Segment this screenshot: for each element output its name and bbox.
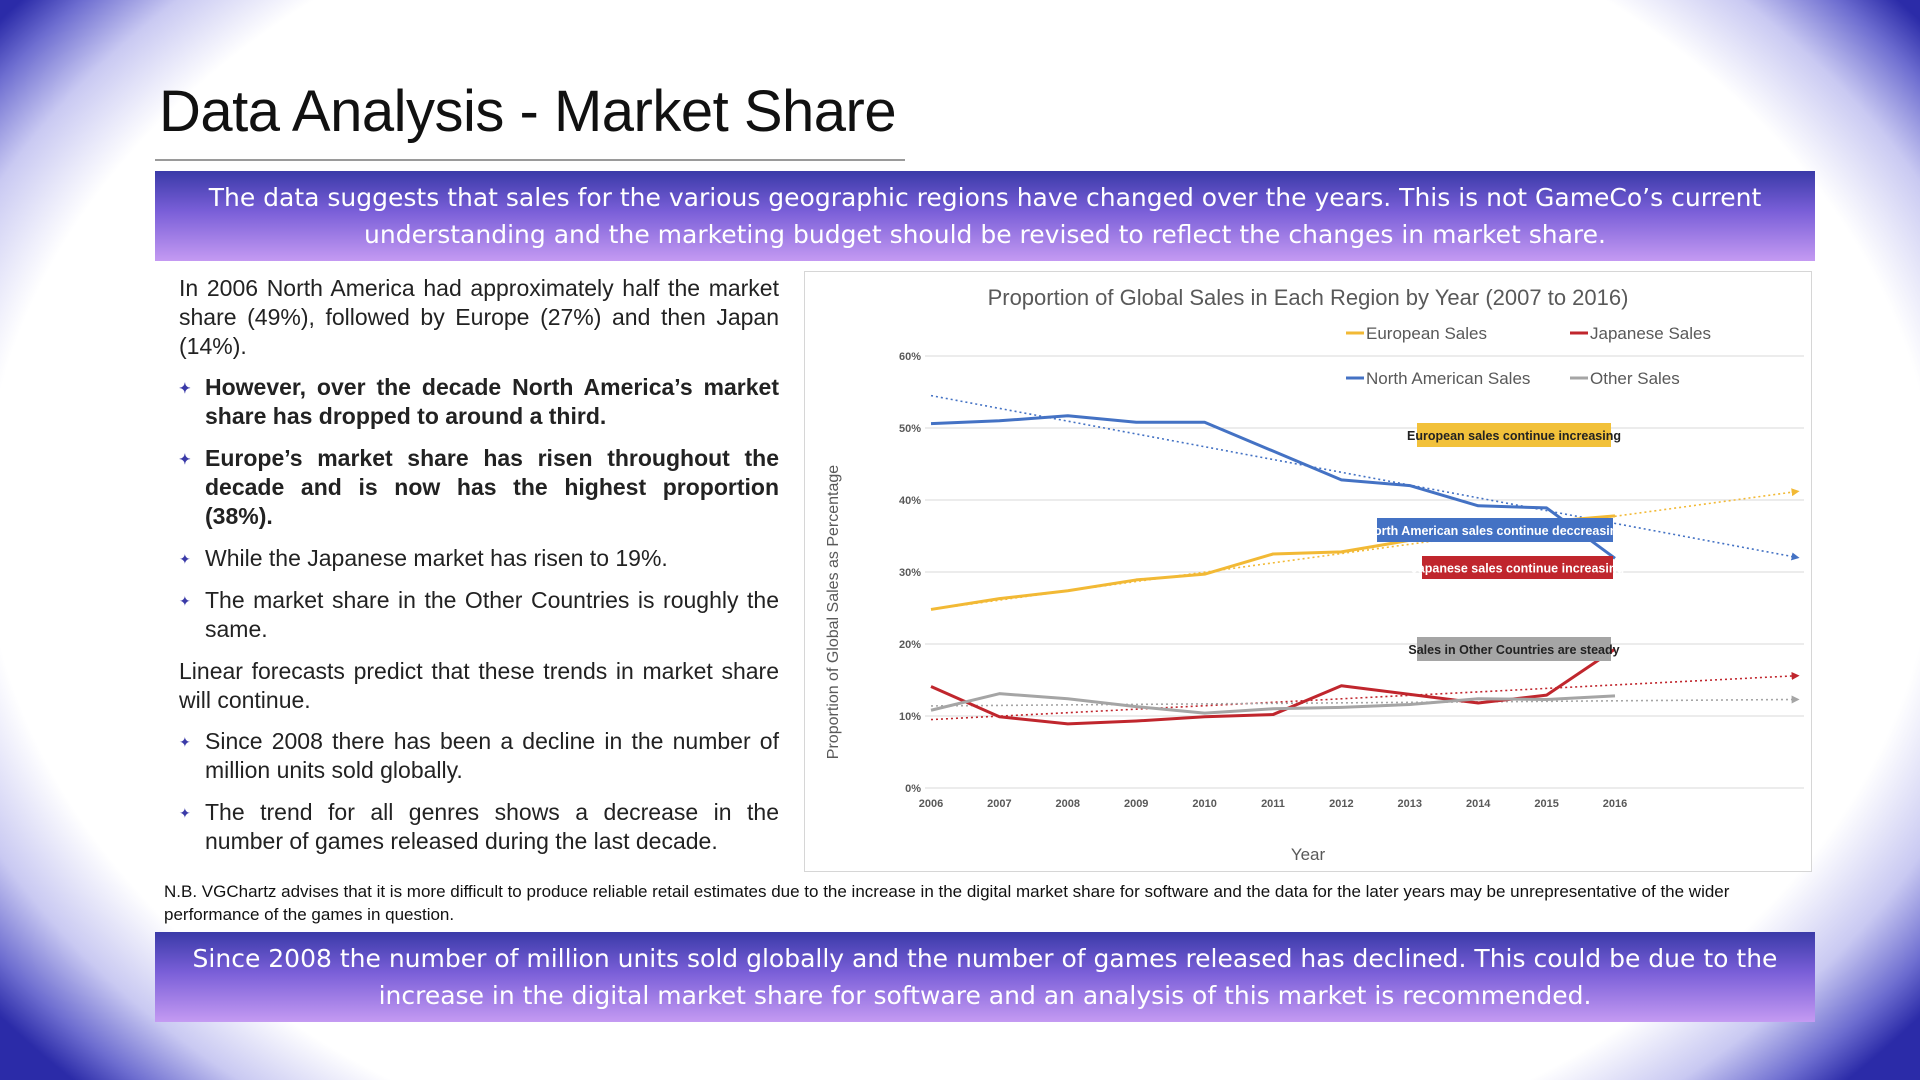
x-axis-label: Year bbox=[1291, 845, 1326, 864]
findings-list: ✦ However, over the decade North America’… bbox=[179, 373, 779, 644]
decline-list: ✦ Since 2008 there has been a decline in … bbox=[179, 727, 779, 856]
series-line bbox=[930, 414, 1616, 560]
annotations: European sales continue increasing North … bbox=[1365, 423, 1625, 661]
list-item: ✦ The market share in the Other Countries… bbox=[179, 586, 779, 644]
x-tick-label: 2011 bbox=[1261, 798, 1285, 810]
y-tick-label: 10% bbox=[899, 711, 921, 723]
axis-ticks: 0% 10% 20% 30% 40% 50% 60% 2006 2007 2008 2009 2010… bbox=[899, 351, 1627, 810]
list-item: ✦ While the Japanese market has risen to … bbox=[179, 544, 779, 573]
bullet-text: While the Japanese market has risen to 1… bbox=[205, 545, 668, 571]
list-item: ✦ The trend for all genres shows a decrea… bbox=[179, 798, 779, 856]
x-tick-label: 2010 bbox=[1192, 798, 1216, 810]
legend-label: Japanese Sales bbox=[1590, 324, 1711, 343]
legend-label: European Sales bbox=[1366, 324, 1487, 343]
grid bbox=[925, 355, 1804, 789]
bullet-text: However, over the decade North America’s… bbox=[205, 374, 779, 429]
x-tick-label: 2012 bbox=[1329, 798, 1353, 810]
trendlines bbox=[930, 394, 1800, 721]
bullet-icon: ✦ bbox=[179, 380, 191, 396]
x-tick-label: 2013 bbox=[1398, 798, 1422, 810]
y-tick-label: 20% bbox=[899, 639, 921, 651]
y-tick-label: 50% bbox=[899, 423, 921, 435]
trendline bbox=[930, 394, 1800, 561]
x-tick-label: 2016 bbox=[1603, 798, 1627, 810]
bullet-text: The trend for all genres shows a decreas… bbox=[205, 799, 779, 854]
legend: European Sales Japanese Sales North Americ… bbox=[1346, 324, 1711, 388]
annotation-label: European sales continue increasing bbox=[1407, 429, 1621, 443]
bullet-icon: ✦ bbox=[179, 805, 191, 821]
y-tick-label: 30% bbox=[899, 567, 921, 579]
findings-text: In 2006 North America had approximately … bbox=[179, 274, 779, 869]
x-tick-label: 2014 bbox=[1466, 798, 1491, 810]
annotation-label: Japanese sales continue increasing bbox=[1411, 562, 1624, 576]
y-axis-label: Proportion of Global Sales as Percentage bbox=[825, 465, 842, 760]
annotation-box bbox=[1417, 423, 1611, 447]
chart-title: Proportion of Global Sales in Each Regio… bbox=[988, 285, 1629, 310]
bullet-text: Europe’s market share has risen througho… bbox=[205, 445, 779, 529]
x-tick-label: 2008 bbox=[1056, 798, 1080, 810]
x-tick-label: 2007 bbox=[987, 798, 1011, 810]
forecast-paragraph: Linear forecasts predict that these tren… bbox=[179, 658, 779, 713]
legend-label: North American Sales bbox=[1366, 369, 1530, 388]
y-tick-label: 40% bbox=[899, 495, 921, 507]
list-item: ✦ Since 2008 there has been a decline in … bbox=[179, 727, 779, 785]
chart-svg: Proportion of Global Sales in Each Regio… bbox=[825, 285, 1804, 864]
y-tick-label: 60% bbox=[899, 351, 921, 363]
bullet-text: Since 2008 there has been a decline in t… bbox=[205, 728, 779, 783]
bullet-icon: ✦ bbox=[179, 593, 191, 609]
bullet-icon: ✦ bbox=[179, 451, 191, 467]
x-tick-label: 2009 bbox=[1124, 798, 1148, 810]
legend-label: Other Sales bbox=[1590, 369, 1680, 388]
bottom-banner: Since 2008 the number of million units s… bbox=[155, 932, 1815, 1022]
data-note: N.B. VGChartz advises that it is more di… bbox=[164, 882, 1730, 924]
annotation-box bbox=[1377, 518, 1613, 542]
intro-paragraph: In 2006 North America had approximately … bbox=[179, 275, 779, 359]
annotation-label: North American sales continue deccreasin… bbox=[1365, 524, 1625, 538]
annotation-box bbox=[1422, 556, 1613, 579]
list-item: ✦ Europe’s market share has risen through… bbox=[179, 444, 779, 531]
title-divider bbox=[155, 159, 905, 161]
bullet-text: The market share in the Other Countries … bbox=[205, 587, 779, 642]
annotation-label: Sales in Other Countries are steady bbox=[1408, 643, 1619, 657]
y-tick-label: 0% bbox=[905, 783, 921, 795]
bullet-icon: ✦ bbox=[179, 734, 191, 750]
list-item: ✦ However, over the decade North America’… bbox=[179, 373, 779, 431]
x-tick-label: 2006 bbox=[919, 798, 943, 810]
bullet-icon: ✦ bbox=[179, 551, 191, 567]
x-tick-label: 2015 bbox=[1534, 798, 1558, 810]
slide-title: Data Analysis - Market Share bbox=[159, 79, 897, 144]
annotation-box bbox=[1417, 637, 1611, 661]
top-banner: The data suggests that sales for the var… bbox=[155, 171, 1815, 261]
market-share-chart: Proportion of Global Sales in Each Regio… bbox=[804, 271, 1812, 872]
series-line bbox=[930, 692, 1616, 715]
